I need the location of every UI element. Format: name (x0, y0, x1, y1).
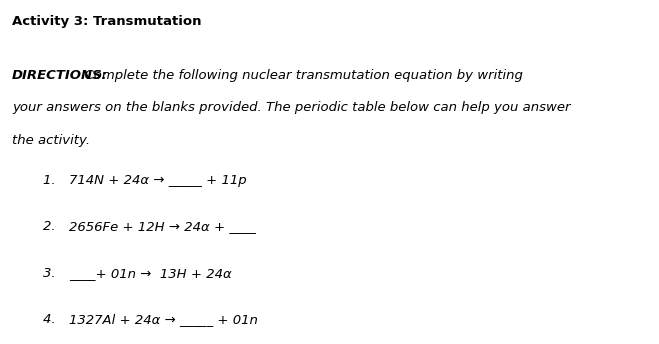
Text: DIRECTIONS:: DIRECTIONS: (12, 69, 107, 82)
Text: your answers on the blanks provided. The periodic table below can help you answe: your answers on the blanks provided. The… (12, 101, 570, 115)
Text: 3.: 3. (43, 267, 64, 280)
Text: ____+ 01n →  13H + 24α: ____+ 01n → 13H + 24α (69, 267, 232, 280)
Text: 2656Fe + 12H → 24α + ____: 2656Fe + 12H → 24α + ____ (69, 220, 256, 233)
Text: Activity 3: Transmutation: Activity 3: Transmutation (12, 15, 202, 29)
Text: 714N + 24α → _____ + 11p: 714N + 24α → _____ + 11p (69, 174, 247, 187)
Text: 2.: 2. (43, 220, 64, 233)
Text: the activity.: the activity. (12, 134, 90, 147)
Text: 1.: 1. (43, 174, 64, 187)
Text: Complete the following nuclear transmutation equation by writing: Complete the following nuclear transmuta… (76, 69, 523, 82)
Text: 4.: 4. (43, 313, 64, 326)
Text: 1327Al + 24α → _____ + 01n: 1327Al + 24α → _____ + 01n (69, 313, 258, 326)
